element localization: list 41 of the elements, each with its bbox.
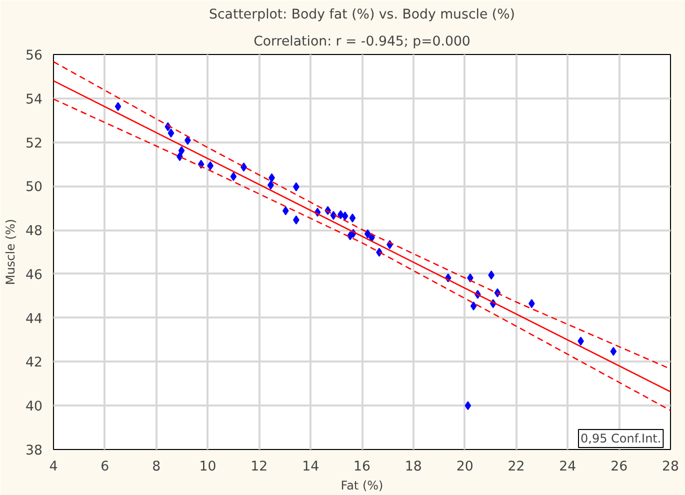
x-tick-label: 20	[456, 460, 474, 474]
x-tick-label: 12	[250, 460, 268, 474]
y-tick-label: 44	[26, 312, 43, 327]
point	[470, 301, 477, 310]
point	[114, 102, 122, 112]
x-tick-label: 26	[610, 460, 628, 474]
annotation: 0,95 Conf.Int.	[580, 432, 662, 446]
y-tick-label: 48	[26, 224, 43, 240]
x-tick-label: 18	[404, 460, 422, 474]
x-tick-label: 4	[49, 460, 58, 474]
y-tick-label: 38	[26, 444, 43, 458]
y-tick-label: 42	[26, 356, 43, 371]
point	[342, 212, 348, 221]
x-tick-label: 22	[508, 460, 525, 474]
x-axis-title: Fat (%)	[340, 478, 384, 492]
point	[178, 146, 185, 156]
point	[282, 206, 289, 216]
point	[364, 229, 371, 238]
y-tick-label: 56	[26, 48, 43, 64]
y-tick-label: 54	[26, 92, 43, 108]
point	[464, 401, 472, 410]
y-tick-label: 50	[26, 180, 43, 196]
chart-subtitle: Correlation: r = -0.945; p=0.000	[254, 34, 470, 50]
x-tick-label: 8	[152, 460, 161, 474]
point	[610, 346, 617, 356]
point	[337, 210, 344, 220]
point	[168, 128, 174, 138]
y-tick-label: 46	[26, 268, 43, 283]
x-tick-label: 14	[302, 460, 320, 474]
x-tick-label: 24	[559, 460, 576, 474]
x-tick-label: 16	[354, 460, 370, 474]
x-tick-label: 6	[100, 460, 110, 474]
point	[230, 172, 237, 182]
y-tick-label: 52	[26, 136, 43, 152]
y-tick-label: 40	[26, 400, 43, 415]
chart-title: Scatterplot: Body fat (%) vs. Body muscle (%)	[209, 8, 515, 22]
x-tick-label: 10	[199, 460, 216, 474]
point	[349, 213, 356, 222]
x-tick-label: 28	[662, 460, 679, 474]
y-axis-title: Muscle (%)	[4, 218, 18, 286]
point	[330, 210, 337, 220]
